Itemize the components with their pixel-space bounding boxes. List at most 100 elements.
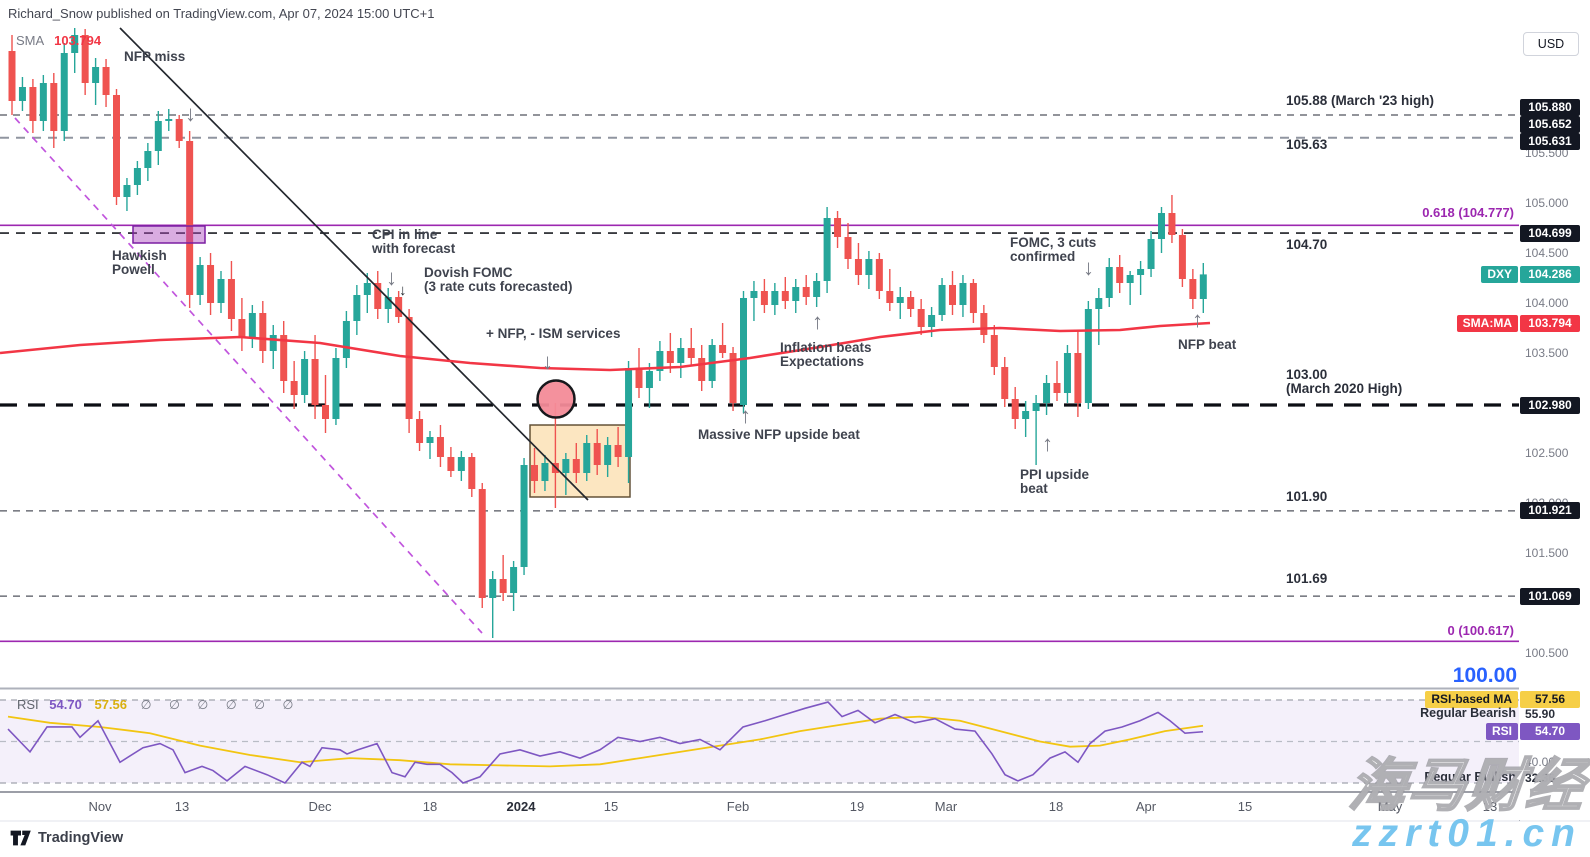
publisher-line: Richard_Snow published on TradingView.co… [8,6,435,21]
dxy-symbol-tag: DXY [1481,265,1518,283]
circle-annotation [536,379,576,419]
level-caption-0: 105.88 (March '23 high) [1286,93,1435,108]
watermark-chinese: 海马财经 [1345,753,1590,819]
time-tick-13: 13 [1482,799,1498,814]
rsi-legend-label: RSI [17,697,39,712]
nfp-miss-arrow: ↓ [185,101,196,126]
annotation-fomc-3-cuts: FOMC, 3 cuts confirmed [1010,235,1097,264]
fib-levels [0,224,1519,643]
time-tick-Feb: Feb [726,799,750,814]
price-tick-105.000: 105.000 [1525,196,1569,210]
level-axis-label-2: 105.631 [1520,132,1580,150]
level-caption-3: 104.70 [1286,237,1328,252]
candlestick-series [8,28,1207,638]
price-tick-104.000: 104.000 [1525,296,1569,310]
regular-bearish-value: 55.90 [1525,707,1556,721]
ppi-arrow: ↑ [1042,431,1053,456]
rsi-ma-value-label: 57.56 [1520,690,1580,708]
level-caption-6: 101.69 [1286,571,1328,586]
price-axis[interactable]: USD 105.500 105.000 104.500 104.000 103.500 1… [1519,0,1590,820]
currency-button[interactable]: USD [1523,32,1579,56]
rsi-line [7,701,1204,784]
rsi-value-label: 54.70 [1520,722,1580,740]
dovish-fomc-arrow: ↓ [399,282,407,299]
regular-bearish-label: Regular Bearish [1420,706,1516,720]
rsi-tick-40: 40.00 [1525,755,1556,769]
nfp-ism-arrow: ↓ [542,349,553,374]
watermark-url: zzrt01.cn [1352,812,1582,855]
level-axis-label-4: 102.980 [1520,396,1580,414]
price-legend: SMA 103.794 [16,33,101,48]
blue-level-clip: 100.00 [1370,664,1517,688]
rsi-tag: RSI [1485,722,1518,740]
annotation-ppi-upside: PPI upside beat [1020,467,1090,496]
level-caption-5: 101.90 [1286,489,1328,504]
fomc-arrow: ↓ [1083,255,1094,280]
time-tick-13: 13 [174,799,190,814]
sma-ma-tag: SMA:MA [1456,315,1518,333]
price-tick-100.500: 100.500 [1525,646,1569,660]
nfp-beat-arrow: ↑ [1192,307,1203,332]
tradingview-logo-icon [10,830,31,846]
annotation-nfp-miss: NFP miss [124,49,186,64]
time-tick-18: 18 [422,799,438,814]
time-tick-2024: 2024 [506,799,536,814]
inflation-arrow: ↑ [812,309,823,334]
rsi-legend: RSI 54.70 57.56 ∅ ∅ ∅ ∅ ∅ ∅ [17,697,300,712]
time-tick-May: May [1377,799,1403,814]
level-caption-4: 103.00 (March 2020 High) [1286,367,1403,396]
time-tick-19: 19 [849,799,865,814]
sma-legend-value: 103.794 [54,33,102,48]
price-levels [0,114,1519,597]
time-tick-Dec: Dec [308,799,332,814]
time-tick-Apr: Apr [1135,799,1157,814]
time-tick-18: 18 [1048,799,1064,814]
fib-caption-1: 0 (100.617) [1447,623,1515,638]
price-tick-103.500: 103.500 [1525,346,1569,360]
annotation-massive-nfp: Massive NFP upside beat [698,427,860,442]
level-axis-label-6: 101.069 [1520,587,1580,605]
price-tick-101.500: 101.500 [1525,546,1569,560]
sma-price-label: 103.794 [1520,315,1580,333]
annotation-inflation-beats: Inflation beats Expectations [780,340,872,369]
rsi-band [0,699,1519,784]
price-tick-102.500: 102.500 [1525,446,1569,460]
rsi-legend-value: 54.70 [49,697,82,712]
fib-caption-0: 0.618 (104.777) [1422,205,1514,220]
cpi-arrow: ↓ [386,265,397,290]
consolidation-box [529,424,631,498]
sma-line [0,321,1211,372]
annotation-nfp-beat: NFP beat [1178,337,1237,352]
time-tick-Nov: Nov [88,799,112,814]
annotation-dovish-fomc: Dovish FOMC (3 rate cuts forecasted) [424,265,573,294]
trendlines [14,27,589,634]
regular-bullish-label: Regular Bullish [1424,770,1516,784]
rsi-based-ma-tag: RSI-based MA [1425,690,1518,708]
time-tick-15: 15 [603,799,619,814]
tradingview-logo-text: TradingView [38,830,124,846]
supply-zone-box [132,225,206,244]
level-axis-label-1: 105.652 [1520,115,1580,133]
dxy-price-label: 104.286 [1520,265,1580,283]
level-axis-label-3: 104.699 [1520,224,1580,242]
annotation-hawkish-powell: Hawkish Powell [112,248,167,277]
level-axis-label-0: 105.880 [1520,98,1580,116]
regular-bullish-value: 32.36 [1525,771,1556,785]
annotation-cpi-in-line: CPI in line with forecast [372,227,456,256]
blue-price-level: 100.00 [1452,664,1517,687]
price-tick-104.500: 104.500 [1525,246,1569,260]
sma-legend-label: SMA [16,33,44,48]
rsi-ma-line [7,715,1204,768]
tradingview-logo[interactable]: TradingView [10,830,123,846]
level-axis-label-5: 101.921 [1520,502,1580,520]
massive-nfp-arrow: ↑ [740,403,751,428]
price-tick-105.500: 105.500 [1525,146,1569,160]
rsi-divergence-null-icons: ∅ ∅ ∅ ∅ ∅ ∅ [140,698,301,712]
time-tick-Mar: Mar [934,799,958,814]
level-caption-2: 105.63 [1286,137,1328,152]
time-tick-15: 15 [1237,799,1253,814]
annotation-nfp-ism: + NFP, - ISM services [486,326,621,341]
rsi-ma-legend-value: 57.56 [94,697,128,712]
